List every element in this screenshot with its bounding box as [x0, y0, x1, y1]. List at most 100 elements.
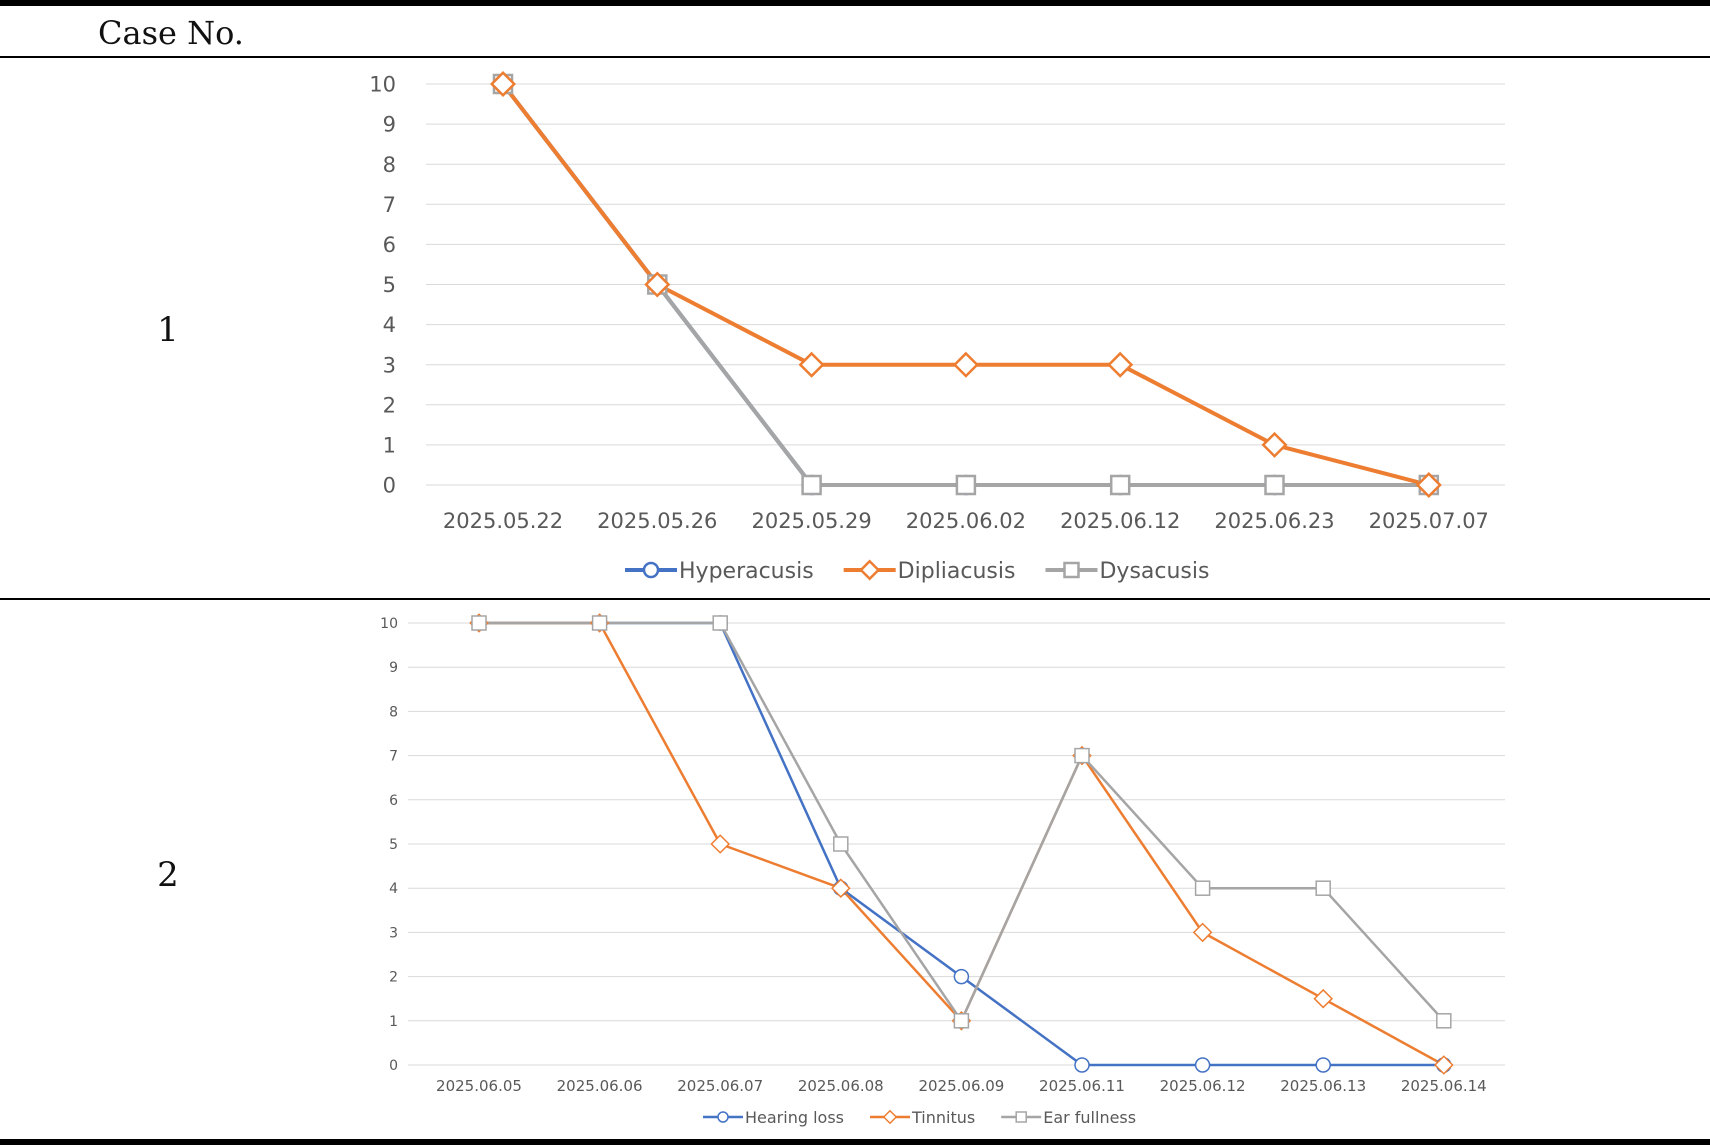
y-tick-label: 9 — [389, 660, 398, 676]
y-tick-label: 8 — [389, 704, 398, 720]
table-top-rule — [0, 0, 1710, 6]
data-point-ear-fullness — [1074, 747, 1090, 764]
x-tick-label: 2025.05.26 — [597, 509, 717, 533]
case-2-line-chart: 0 1 2 3 4 5 6 7 8 9 10 2025.06.05 2025.06.06 2025.06.… — [380, 613, 1505, 1127]
data-point-dipliacusis — [1261, 431, 1288, 458]
data-point-dipliacusis — [1415, 471, 1442, 499]
legend-marker — [859, 559, 881, 581]
y-tick-label: 8 — [383, 153, 396, 177]
y-tick-label: 1 — [383, 433, 396, 457]
y-tick-label: 2 — [389, 970, 398, 986]
x-tick-label: 2025.06.09 — [918, 1077, 1004, 1095]
x-tick-label: 2025.05.29 — [751, 509, 871, 533]
legend-marker — [882, 1109, 898, 1125]
legend-label: Dysacusis — [1099, 559, 1209, 584]
x-tick-label: 2025.06.05 — [436, 1077, 522, 1095]
data-point-dysacusis — [955, 474, 977, 496]
legend: Hyperacusis Dipliacusis Dysacusis — [625, 559, 1209, 584]
data-point-hearing-loss — [1074, 1057, 1090, 1073]
y-tick-label: 6 — [383, 233, 396, 257]
legend-label: Tinnitus — [911, 1108, 975, 1127]
data-point-dipliacusis — [798, 351, 825, 378]
legend-label: Hearing loss — [745, 1108, 844, 1127]
y-tick-label: 4 — [389, 881, 398, 897]
data-point-ear-fullness — [1315, 880, 1331, 896]
legend-item-dipliacusis: Dipliacusis — [843, 559, 1016, 584]
y-tick-label: 5 — [383, 273, 396, 297]
y-tick-label: 4 — [383, 313, 396, 337]
data-point-ear-fullness — [1436, 1013, 1452, 1029]
table-bottom-rule — [0, 1139, 1710, 1145]
data-point-dipliacusis — [644, 271, 671, 298]
x-tick-label: 2025.06.12 — [1160, 1077, 1246, 1095]
y-tick-label: 10 — [369, 73, 396, 97]
series-line-ear-fullness — [479, 621, 1445, 1023]
y-tick-label: 7 — [383, 193, 396, 217]
data-point-hearing-loss — [953, 968, 970, 985]
legend-item-hyperacusis: Hyperacusis — [625, 559, 814, 584]
y-tick-label: 10 — [380, 616, 398, 632]
x-tick-label: 2025.06.11 — [1039, 1077, 1125, 1095]
series-ear-fullness — [479, 621, 1445, 1023]
legend-label: Hyperacusis — [679, 559, 814, 584]
x-tick-label: 2025.07.07 — [1369, 509, 1489, 533]
data-point-ear-fullness — [953, 1013, 970, 1029]
legend-label: Ear fullness — [1043, 1108, 1136, 1127]
legend-marker — [1015, 1111, 1027, 1123]
y-tick-label: 7 — [389, 749, 398, 765]
data-point-dysacusis — [801, 474, 822, 496]
data-point-tinnitus — [830, 878, 851, 899]
data-point-hearing-loss — [1194, 1057, 1211, 1073]
x-tick-label: 2025.06.07 — [677, 1077, 763, 1095]
y-tick-label: 5 — [389, 837, 398, 853]
legend-label: Dipliacusis — [898, 559, 1016, 584]
y-tick-label: 1 — [389, 1014, 398, 1030]
table-header-rule — [0, 56, 1710, 58]
data-point-tinnitus — [1313, 988, 1334, 1009]
table-row-rule — [0, 598, 1710, 600]
data-point-tinnitus — [1433, 1055, 1454, 1075]
legend-item-tinnitus: Tinnitus — [870, 1108, 975, 1127]
x-tick-label: 2025.06.13 — [1280, 1077, 1366, 1095]
legend-item-dysacusis: Dysacusis — [1045, 559, 1209, 584]
case-number-1: 1 — [157, 310, 179, 350]
data-point-tinnitus — [1192, 922, 1213, 943]
series-markers-ear-fullness — [471, 615, 1452, 1029]
data-point-hearing-loss — [1315, 1057, 1331, 1073]
case-1-line-chart: 0 1 2 3 4 5 6 7 8 9 10 2025.05.22 2025.05.26 2025.05.… — [369, 70, 1505, 584]
case-number-2: 2 — [157, 855, 179, 895]
data-point-dipliacusis — [1107, 351, 1134, 378]
case-number-header: Case No. — [98, 14, 244, 52]
legend-item-ear-fullness: Ear fullness — [1001, 1108, 1136, 1127]
y-tick-label: 9 — [383, 113, 396, 137]
legend-item-hearing-loss: Hearing loss — [703, 1108, 844, 1127]
legend-marker — [717, 1111, 729, 1123]
data-point-ear-fullness — [471, 615, 487, 631]
legend: Hearing loss Tinnitus Ear fullness — [703, 1108, 1136, 1127]
legend-marker — [642, 561, 660, 579]
series-markers-dipliacusis — [489, 70, 1442, 499]
x-tick-label: 2025.06.06 — [557, 1077, 643, 1095]
data-point-dysacusis — [1264, 474, 1285, 496]
y-tick-label: 3 — [383, 353, 396, 377]
data-point-dysacusis — [1109, 474, 1131, 496]
x-tick-label: 2025.05.22 — [443, 509, 563, 533]
y-tick-label: 0 — [383, 474, 396, 498]
legend-marker — [1063, 561, 1080, 579]
data-point-tinnitus — [710, 834, 731, 854]
data-point-dipliacusis — [489, 70, 517, 98]
data-point-ear-fullness — [833, 836, 849, 852]
x-tick-label: 2025.06.23 — [1214, 509, 1334, 533]
data-point-ear-fullness — [1194, 880, 1211, 896]
y-tick-label: 0 — [389, 1058, 398, 1074]
x-tick-label: 2025.06.14 — [1401, 1077, 1487, 1095]
y-tick-label: 6 — [389, 793, 398, 809]
x-tick-label: 2025.06.02 — [906, 509, 1026, 533]
data-point-dipliacusis — [952, 351, 979, 378]
x-tick-label: 2025.06.08 — [798, 1077, 884, 1095]
y-tick-label: 3 — [389, 925, 398, 941]
data-point-ear-fullness — [591, 615, 608, 631]
data-point-ear-fullness — [712, 615, 728, 631]
x-tick-label: 2025.06.12 — [1060, 509, 1180, 533]
y-tick-label: 2 — [383, 393, 396, 417]
